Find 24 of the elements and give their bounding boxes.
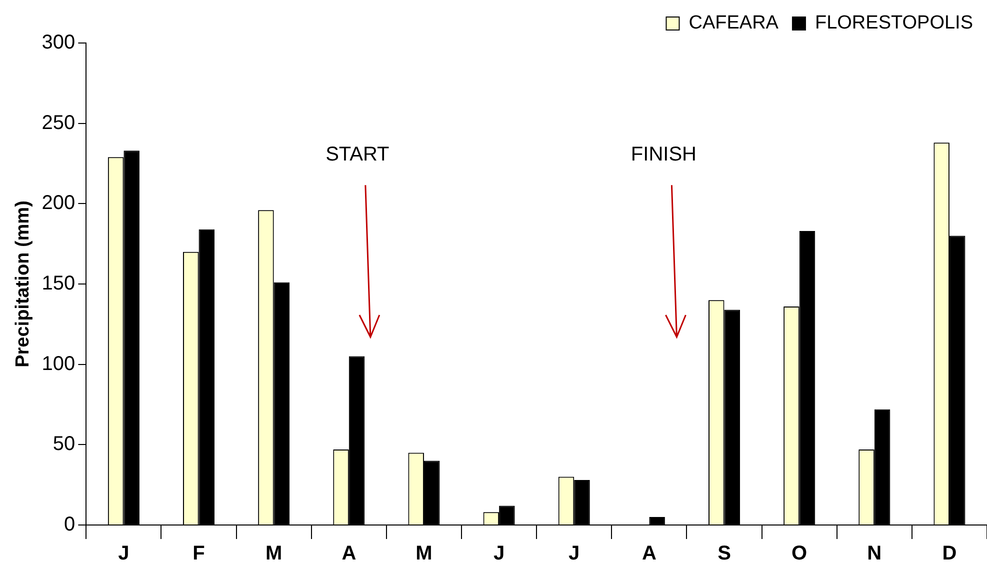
x-tick-label: A — [642, 542, 656, 565]
x-tick-label: M — [266, 542, 282, 565]
legend-label: CAFEARA — [688, 12, 779, 34]
x-tick-label: A — [342, 542, 356, 565]
y-axis-title: Precipitation (mm) — [12, 200, 34, 368]
x-tick-label: S — [718, 542, 731, 565]
y-tick-label: 50 — [52, 433, 76, 456]
x-tick-label: J — [568, 542, 580, 565]
annotation: START — [326, 144, 390, 166]
annotation: FINISH — [630, 144, 696, 166]
x-tick-label: N — [867, 542, 882, 565]
y-tick-label: 150 — [42, 272, 76, 295]
x-tick-label: J — [118, 542, 130, 565]
x-tick-label: J — [493, 542, 505, 565]
y-tick-label: 300 — [42, 32, 76, 54]
x-tick-label: M — [416, 542, 432, 565]
y-tick-label: 0 — [64, 514, 76, 536]
legend-label: FLORESTOPOLIS — [814, 12, 973, 34]
x-tick-label: D — [942, 542, 957, 565]
y-tick-label: 100 — [42, 352, 76, 375]
y-tick-label: 200 — [42, 192, 76, 214]
y-tick-label: 250 — [42, 112, 76, 134]
x-tick-label: O — [792, 542, 808, 565]
x-tick-label: F — [192, 542, 205, 565]
